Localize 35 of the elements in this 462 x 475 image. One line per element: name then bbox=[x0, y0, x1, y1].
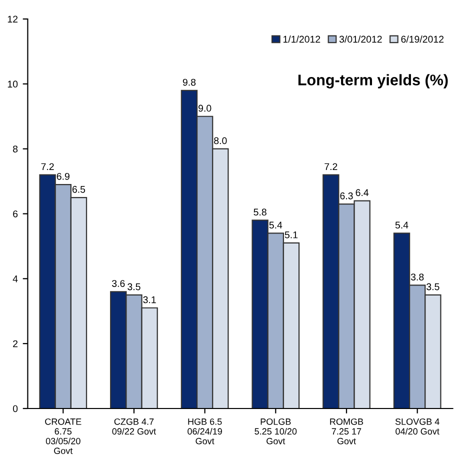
data-label: 7.2 bbox=[41, 163, 54, 170]
data-label: 3.8 bbox=[410, 274, 424, 280]
data-label: 3.5 bbox=[426, 283, 440, 290]
y-tick-label: 10 bbox=[8, 80, 18, 88]
legend-label: 3/01/2012 bbox=[339, 36, 382, 43]
data-label: 3.5 bbox=[128, 283, 140, 290]
y-tick-label: 2 bbox=[13, 340, 18, 348]
data-label: 3.1 bbox=[143, 296, 156, 304]
data-label: 6.3 bbox=[340, 192, 353, 200]
x-tick-label: POLGB 5.25 10/20 Govt bbox=[254, 418, 297, 444]
y-tick-label: 0 bbox=[12, 405, 18, 412]
data-label: 5.4 bbox=[269, 222, 282, 229]
y-tick-label: 6 bbox=[13, 210, 18, 218]
data-label: 5.1 bbox=[284, 231, 298, 238]
data-label: 7.2 bbox=[324, 163, 338, 170]
x-tick-label: CROATE 6.75 03/05/20 Govt bbox=[45, 418, 82, 454]
data-label: 9.8 bbox=[182, 78, 196, 86]
x-tick-label: SLOVGB 4 04/20 Govt bbox=[395, 418, 440, 435]
data-label: 9.0 bbox=[198, 104, 212, 112]
legend-label: 6/19/2012 bbox=[401, 36, 444, 43]
data-label: 8.0 bbox=[214, 137, 227, 144]
data-label: 6.9 bbox=[56, 172, 70, 180]
x-tick-label: CZGB 4.7 09/22 Govt bbox=[112, 418, 156, 435]
data-label: 5.8 bbox=[254, 208, 266, 216]
x-tick-label: HGB 6.5 06/24/19 Govt bbox=[188, 418, 222, 444]
data-label: 3.6 bbox=[112, 280, 125, 287]
data-label: 5.4 bbox=[395, 222, 408, 229]
y-tick-label: 4 bbox=[12, 276, 18, 282]
data-label: 6.5 bbox=[72, 186, 86, 193]
data-label: 6.4 bbox=[356, 189, 369, 196]
y-tick-label: 12 bbox=[8, 16, 18, 23]
legend-label: 1/1/2012 bbox=[283, 36, 320, 43]
x-tick-label: ROMGB 7.25 17 Govt bbox=[330, 418, 364, 444]
y-tick-label: 8 bbox=[13, 146, 18, 152]
text: Long-term yields (%) bbox=[298, 74, 448, 88]
